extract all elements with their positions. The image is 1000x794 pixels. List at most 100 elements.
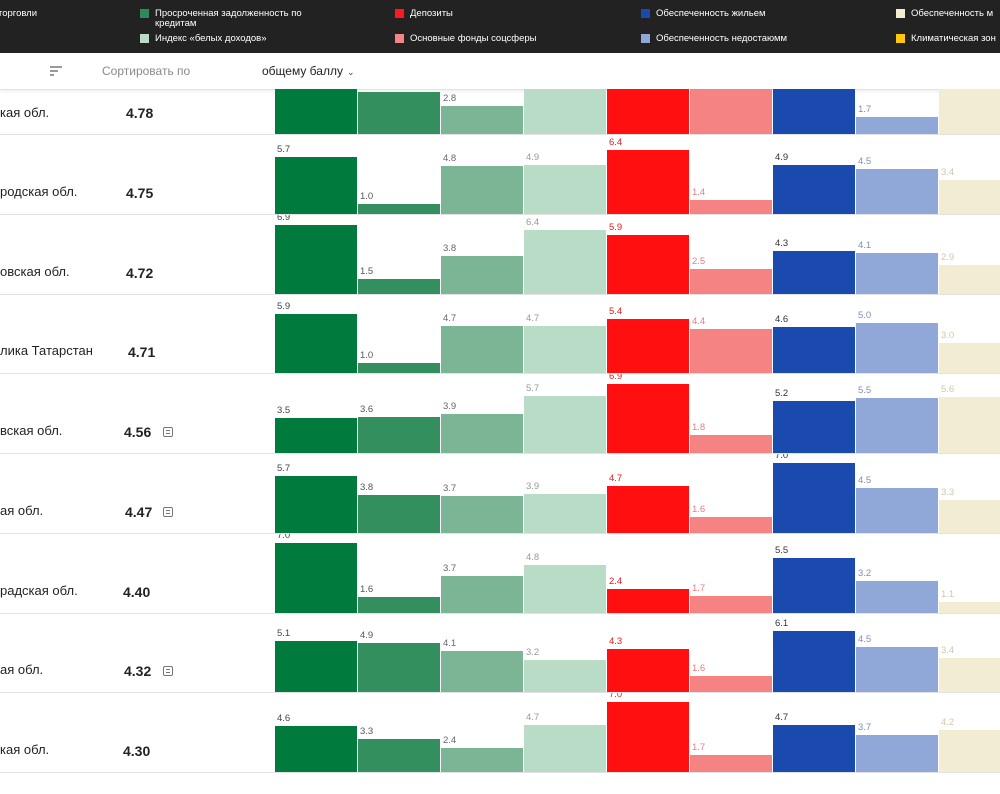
row-divider: [0, 532, 1000, 534]
bar-label: 5.7: [277, 144, 291, 155]
bar: [358, 417, 440, 454]
sort-bar: Сортировать по общему баллу ⌄: [0, 53, 1000, 90]
region-name: кая обл.: [0, 105, 50, 120]
bar: [275, 725, 357, 772]
bar-label: 1.8: [692, 422, 706, 434]
sort-icon[interactable]: [50, 65, 62, 77]
region-score: 4.71: [128, 344, 156, 361]
bar: [524, 326, 606, 374]
legend-label: Основные фонды соцсферы: [410, 33, 537, 44]
bar-label: 1.7: [692, 582, 706, 594]
bar: [856, 647, 938, 693]
table-row[interactable]: лика Татарстан 4.71 5.9 1.0 4.7 4.7 5.4 4.4 4.6 5…: [0, 294, 1000, 375]
bar: [939, 89, 1000, 134]
sort-label: Сортировать по: [102, 64, 191, 78]
bar: [524, 564, 606, 613]
bar-label: 3.5: [277, 405, 291, 417]
bar: [690, 516, 772, 533]
region-score: 4.78: [126, 105, 154, 121]
table-row[interactable]: вская обл. 4.56 3.5 3.6 3.9 5.7 6.9 1.8 5.2 5.5 5.…: [0, 374, 1000, 455]
bar-label: 1.0: [360, 191, 374, 202]
region-score: 4.72: [126, 264, 154, 281]
legend-label: Депозиты: [410, 8, 453, 19]
bar: [773, 89, 855, 134]
bar: [856, 734, 938, 772]
bar: [939, 343, 1000, 374]
bar: [524, 724, 606, 772]
bar: [275, 641, 357, 693]
row-divider: [0, 214, 1000, 215]
bar-label: 4.4: [692, 316, 706, 328]
bar-label: 1.0: [360, 350, 374, 362]
table-row[interactable]: кая обл. 4.30 4.6 3.3 2.4 4.7 7.0 1.7 4.7 3.7 4.2: [0, 693, 1000, 773]
bar-label: 2.5: [692, 255, 706, 267]
bar: [358, 278, 440, 294]
bar-label: 6.4: [609, 137, 623, 148]
bar-label: 4.5: [858, 474, 872, 486]
legend-swatch: [395, 34, 404, 43]
bar: [773, 327, 855, 374]
bar-label: 4.5: [858, 634, 872, 646]
table-row[interactable]: ая обл. 4.32 5.1 4.9 4.1 3.2 4.3 1.6 6.1 4.5 3.4: [0, 613, 1000, 694]
bar-label: 3.2: [526, 647, 540, 659]
bar-label: 4.7: [526, 313, 540, 325]
bar: [607, 150, 689, 214]
table-row[interactable]: ая обл. 4.47 5.7 3.8 3.7 3.9 4.7 1.6 7.0 4.5 3.3: [0, 454, 1000, 534]
bar: [773, 401, 855, 454]
bar-label: 4.1: [443, 638, 457, 650]
sort-value: общему баллу: [262, 64, 343, 78]
row-divider: [0, 453, 1000, 455]
row-divider: [0, 293, 1000, 295]
legend-swatch: [641, 34, 650, 43]
bar-label: 6.9: [609, 374, 623, 383]
bar: [939, 264, 1000, 294]
bar-label: 3.0: [941, 330, 955, 342]
bar: [939, 397, 1000, 454]
calculator-icon[interactable]: [163, 506, 173, 517]
bar-label: 4.7: [775, 711, 789, 723]
bar-label: 4.1: [858, 239, 872, 251]
bar: [690, 595, 772, 613]
bar: [358, 643, 440, 693]
table-row[interactable]: кая обл.4.784.22.85.04.75.11.74.7: [0, 89, 1000, 135]
bar: [607, 234, 689, 294]
region-name: ая обл.: [0, 662, 44, 678]
bar-label: 3.8: [360, 481, 374, 493]
bar: [275, 418, 357, 454]
sort-dropdown[interactable]: общему баллу ⌄: [262, 64, 355, 78]
bar: [607, 588, 689, 613]
calculator-icon[interactable]: [163, 427, 173, 438]
bar: [939, 601, 1000, 613]
region-score: 4.32: [124, 663, 152, 680]
table-row[interactable]: овская обл. 4.72 6.9 1.5 3.8 6.4 5.9 2.5 4.3 4.1 2…: [0, 215, 1000, 295]
bar-label: 3.8: [443, 242, 457, 254]
region-name: овская обл.: [0, 263, 70, 279]
legend-bar: торговли Просроченная задолженность по кр…: [0, 0, 1000, 53]
bar-label: 3.3: [941, 486, 955, 498]
bar: [524, 660, 606, 693]
bar: [607, 89, 689, 134]
bar-label: 7.0: [277, 533, 291, 541]
table-row[interactable]: родская обл. 4.75 5.7 1.0 4.8 4.9 6.4 1.4 4.9 4.5…: [0, 135, 1000, 215]
bar: [275, 157, 357, 214]
bar: [773, 462, 855, 533]
table-row[interactable]: радская обл. 4.40 7.0 1.6 3.7 4.8 2.4 1.7 5.5 3.2…: [0, 534, 1000, 614]
bar: [275, 89, 357, 134]
region-name: ая обл.: [0, 502, 44, 518]
bar-label: 2.9: [941, 251, 955, 263]
bar: [441, 414, 523, 454]
bar: [441, 106, 523, 134]
bar: [524, 493, 606, 533]
legend-swatch: [896, 34, 905, 43]
bar-label: 5.9: [277, 301, 291, 313]
calculator-icon[interactable]: [163, 666, 173, 677]
legend-swatch: [140, 9, 149, 18]
bar: [690, 268, 772, 294]
bar: [441, 166, 523, 214]
bar: [524, 165, 606, 214]
bar: [690, 89, 772, 134]
bar-label: 1.6: [692, 663, 706, 675]
bar: [773, 724, 855, 772]
bar: [856, 580, 938, 613]
bar-label: 5.5: [858, 385, 872, 397]
